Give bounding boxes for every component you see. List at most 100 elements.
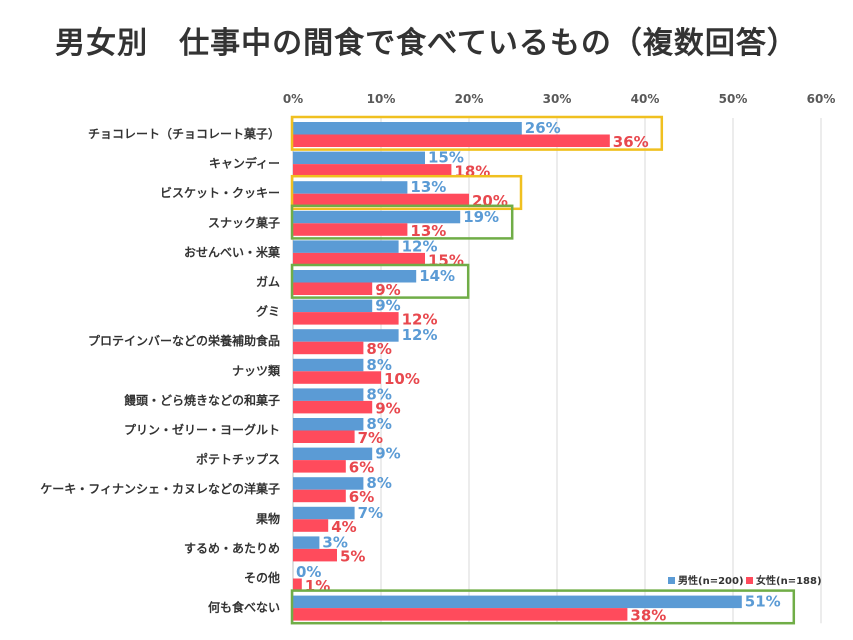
x-tick-label: 60% (807, 92, 836, 106)
data-label-male: 7% (358, 504, 383, 522)
x-tick-label: 10% (367, 92, 396, 106)
bar-female (293, 341, 364, 355)
data-label-male: 14% (419, 267, 455, 285)
data-label-female: 18% (454, 163, 490, 181)
category-label: キャンディー (209, 156, 280, 171)
data-label-male: 8% (366, 356, 391, 374)
bar-female (293, 164, 452, 177)
legend-swatch-male (668, 577, 675, 584)
category-label: 饅頭・どら焼きなどの和菓子 (124, 392, 280, 407)
category-label: スナック菓子 (208, 215, 280, 230)
bar-male (293, 477, 364, 490)
data-label-male: 9% (375, 297, 400, 315)
bar-female (293, 134, 610, 147)
data-label-female: 36% (613, 133, 649, 151)
highlight-box (290, 263, 470, 299)
bar-female (293, 193, 469, 207)
category-label: おせんべい・米菓 (184, 244, 281, 259)
legend-label-male: 男性(n=200) (678, 574, 744, 587)
legend-swatch-female (746, 577, 753, 584)
category-label: ケーキ・フィナンシェ・カヌレなどの洋菓子 (40, 481, 280, 496)
category-label: チョコレート（チョコレート菓子） (88, 126, 280, 141)
data-label-male: 8% (366, 385, 391, 403)
bar-male (293, 329, 399, 342)
data-label-female: 4% (331, 518, 356, 536)
chart-title: 男女別 仕事中の間食で食べているもの（複数回答） (55, 26, 798, 61)
category-label: ビスケット・クッキー (160, 185, 280, 200)
data-label-male: 8% (366, 415, 391, 433)
bar-male (293, 447, 373, 461)
bar-male (293, 418, 364, 431)
x-tick-label: 20% (455, 92, 484, 106)
bar-female (293, 608, 628, 621)
bar-female (293, 460, 346, 473)
data-label-male: 12% (402, 237, 438, 255)
category-label: ポテトチップス (196, 452, 280, 467)
data-label-male: 8% (366, 474, 391, 492)
category-label: 果物 (255, 511, 280, 526)
highlight-box (290, 115, 664, 151)
bar-female (293, 371, 381, 384)
data-label-male: 19% (463, 208, 499, 226)
bar-female (293, 489, 346, 503)
category-label: その他 (244, 570, 280, 585)
bar-female (293, 282, 373, 295)
bar-male (293, 506, 355, 520)
category-label: プロテインバーなどの栄養補助食品 (88, 333, 280, 348)
data-label-male: 51% (745, 593, 781, 611)
bar-male (293, 536, 320, 549)
bar-male (293, 299, 373, 313)
data-label-male: 12% (402, 326, 438, 344)
bar-female (293, 578, 302, 591)
x-tick-label: 40% (631, 92, 660, 106)
bar-female (293, 252, 425, 266)
bar-male (293, 388, 364, 401)
bar-male (293, 122, 522, 135)
bar-male (293, 181, 408, 194)
category-label: 何も食べない (208, 600, 280, 615)
x-tick-label: 0% (283, 92, 303, 106)
highlight-box (290, 174, 523, 211)
data-label-female: 9% (375, 281, 400, 299)
data-label-female: 7% (358, 429, 383, 447)
data-label-male: 0% (296, 563, 321, 581)
data-label-male: 13% (410, 178, 446, 196)
highlight-box (290, 589, 796, 625)
x-tick-label: 50% (719, 92, 748, 106)
category-label: ナッツ類 (232, 363, 281, 378)
bar-female (293, 519, 329, 532)
data-label-female: 10% (384, 370, 420, 388)
data-label-male: 3% (322, 533, 347, 551)
data-label-female: 13% (410, 222, 446, 240)
data-label-female: 12% (402, 311, 438, 329)
category-label: ガム (256, 274, 280, 289)
highlight-box (290, 204, 514, 240)
bar-male (293, 595, 742, 609)
bar-male (293, 270, 417, 283)
bar-female (293, 223, 408, 236)
category-label: グミ (256, 304, 280, 319)
bar-male (293, 151, 425, 165)
data-label-female: 5% (340, 547, 365, 565)
bar-female (293, 312, 399, 325)
x-tick-label: 30% (543, 92, 572, 106)
bar-male (293, 240, 399, 253)
data-label-female: 6% (349, 459, 374, 477)
data-label-male: 9% (375, 445, 400, 463)
data-label-male: 15% (428, 149, 464, 167)
category-label: するめ・あたりめ (184, 541, 280, 555)
bar-female (293, 430, 355, 443)
bar-male (293, 358, 364, 372)
bar-female (293, 400, 373, 414)
data-label-male: 26% (525, 119, 561, 137)
bar-male (293, 210, 461, 224)
data-label-female: 1% (305, 577, 330, 595)
legend-label-female: 女性(n=188) (756, 574, 822, 587)
bar-female (293, 548, 337, 562)
data-label-female: 38% (630, 607, 666, 625)
data-label-female: 6% (349, 488, 374, 506)
data-label-female: 9% (375, 399, 400, 417)
category-label: プリン・ゼリー・ヨーグルト (124, 422, 280, 437)
data-label-female: 8% (366, 340, 391, 358)
